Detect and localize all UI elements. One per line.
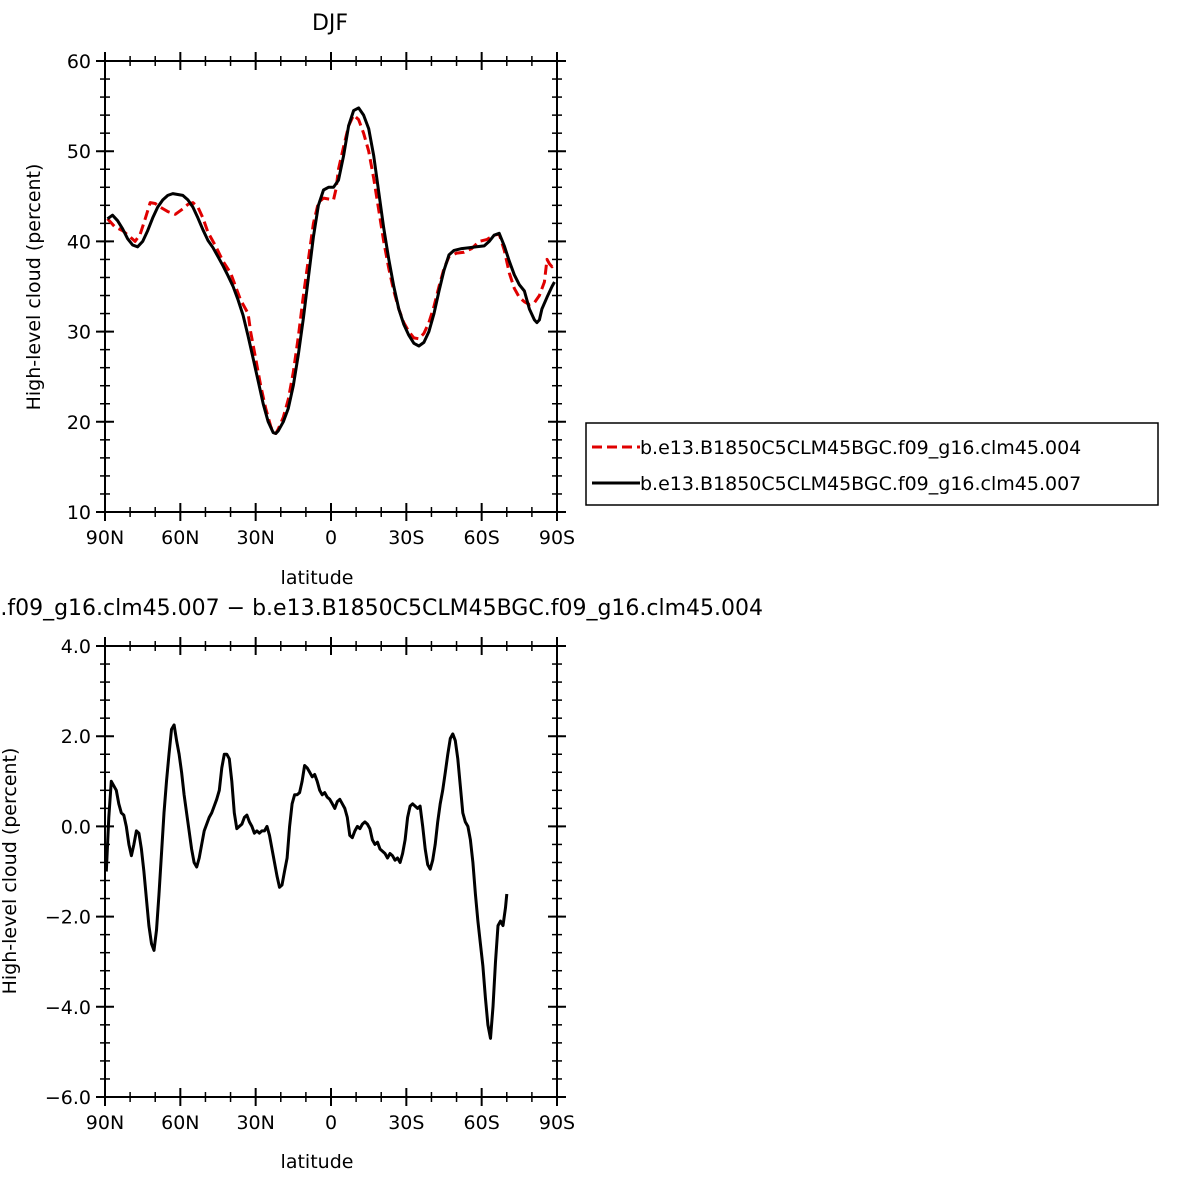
top-x-tick-label: 30S	[388, 527, 424, 549]
bottom-y-tick-label: −2.0	[45, 907, 91, 929]
bottom-y-tick-label: −4.0	[45, 997, 91, 1019]
bottom-y-tick-label: 2.0	[61, 726, 91, 748]
bottom-x-tick-label: 90S	[539, 1112, 575, 1134]
top-chart-title: DJF	[312, 11, 348, 36]
top-x-tick-label: 0	[325, 527, 337, 549]
top-y-tick-label: 60	[67, 51, 91, 73]
top-x-tick-label: 90N	[86, 527, 124, 549]
bottom-series-line-0	[104, 723, 509, 1040]
top-y-tick-label: 20	[67, 412, 91, 434]
top-y-tick-label: 40	[67, 231, 91, 253]
bottom-series-group	[104, 723, 509, 1040]
top-axes: 90N 60N 30N 0 30S 60S 90S 10 20 30 40 50 60	[67, 51, 575, 549]
top-x-tick-label: 60S	[464, 527, 500, 549]
top-y-tick-label: 30	[67, 322, 91, 344]
bottom-x-tick-label: 30S	[388, 1112, 424, 1134]
legend-box	[585, 422, 1159, 506]
top-y-axis-label: High-level cloud (percent)	[23, 164, 45, 411]
bottom-y-tick-label: 0.0	[61, 816, 91, 838]
top-y-tick-label: 10	[67, 502, 91, 524]
bottom-x-tick-label: 60S	[464, 1112, 500, 1134]
top-y-tick-label: 50	[67, 141, 91, 163]
top-plot-frame	[104, 60, 558, 513]
legend-label-004: b.e13.B1850C5CLM45BGC.f09_g16.clm45.004	[640, 437, 1081, 459]
top-x-tick-label: 30N	[236, 527, 274, 549]
top-series-group	[106, 106, 556, 435]
top-series-line-1	[106, 106, 556, 435]
bottom-x-tick-label: 60N	[161, 1112, 199, 1134]
bottom-x-tick-label: 30N	[236, 1112, 274, 1134]
bottom-panel: C.f09_g16.clm45.007 − b.e13.B1850C5CLM45…	[0, 596, 763, 1173]
legend-label-007: b.e13.B1850C5CLM45BGC.f09_g16.clm45.007	[640, 473, 1081, 495]
bottom-x-tick-label: 0	[325, 1112, 337, 1134]
top-series-line-0	[106, 113, 556, 435]
bottom-y-tick-label: −6.0	[45, 1087, 91, 1109]
legend: b.e13.B1850C5CLM45BGC.f09_g16.clm45.004 …	[585, 422, 1159, 506]
top-x-tick-label: 60N	[161, 527, 199, 549]
bottom-axes: 90N 60N 30N 0 30S 60S 90S −6.0 −4.0 −2.0 0.0 2.0 4.0	[45, 636, 575, 1134]
top-panel: DJF 90N 60N 30N 0 30S 60S 90S 10 20 30 40 50 60 lati…	[23, 11, 575, 589]
bottom-x-tick-label: 90N	[86, 1112, 124, 1134]
bottom-y-axis-label: High-level cloud (percent)	[0, 748, 21, 995]
bottom-y-tick-label: 4.0	[61, 636, 91, 658]
top-x-axis-label: latitude	[281, 567, 354, 589]
top-x-tick-label: 90S	[539, 527, 575, 549]
bottom-chart-title: C.f09_g16.clm45.007 − b.e13.B1850C5CLM45…	[0, 596, 763, 621]
bottom-x-axis-label: latitude	[281, 1151, 354, 1173]
